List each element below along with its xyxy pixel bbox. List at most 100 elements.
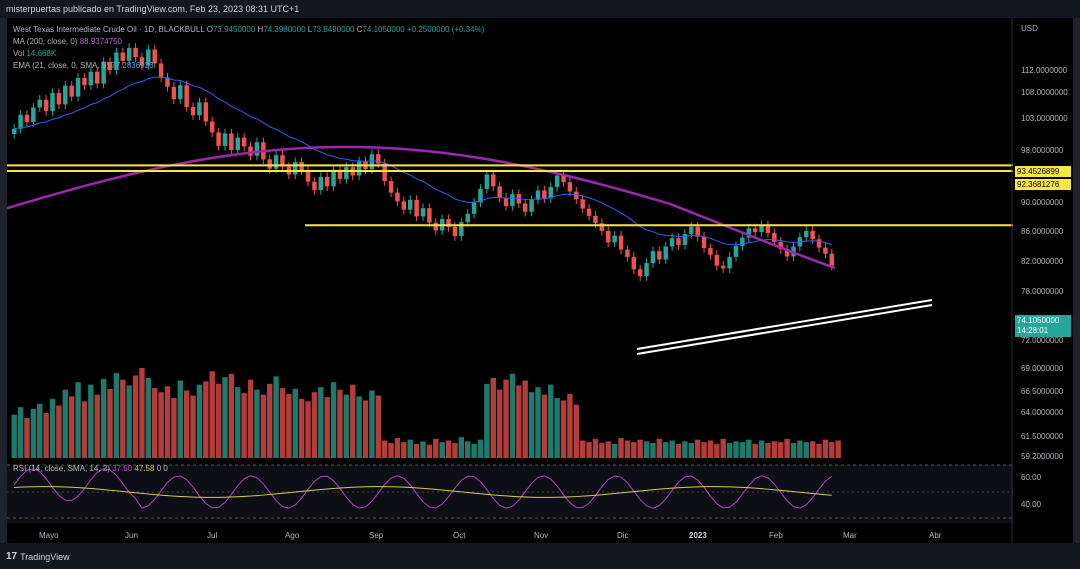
candle-body bbox=[197, 102, 202, 116]
candle-body bbox=[446, 219, 451, 227]
volume-bar bbox=[490, 378, 496, 458]
volume-bar bbox=[215, 383, 222, 458]
candle-body bbox=[612, 235, 617, 243]
candle-body bbox=[452, 226, 458, 237]
candle-body bbox=[305, 170, 311, 182]
volume-bar bbox=[94, 394, 100, 458]
volume-bar bbox=[586, 442, 592, 458]
volume-bar bbox=[714, 443, 720, 458]
volume-bar bbox=[164, 386, 171, 458]
volume-bar bbox=[784, 438, 790, 458]
volume-bar bbox=[171, 398, 177, 458]
volume-bar bbox=[267, 383, 273, 458]
volume-bar bbox=[528, 392, 535, 458]
candle-body bbox=[746, 228, 752, 238]
volume-bar bbox=[637, 439, 643, 458]
volume-bar bbox=[37, 403, 43, 458]
volume-bar bbox=[771, 441, 778, 458]
rsi-pane bbox=[7, 465, 1013, 523]
candle-body bbox=[216, 132, 221, 146]
volume-bar bbox=[458, 437, 465, 458]
price-tick: 59.2000000 bbox=[1021, 452, 1064, 461]
legend-interval: 1D, BLACKBULL bbox=[143, 25, 205, 34]
candle-body bbox=[273, 155, 279, 169]
legend-ma-row: MA (200, close, 0) 88.9374750 bbox=[13, 36, 484, 48]
candle-body bbox=[395, 192, 400, 202]
volume-bar bbox=[292, 388, 298, 458]
candle-body bbox=[829, 253, 835, 266]
candle-body bbox=[248, 146, 253, 156]
candle-body bbox=[293, 161, 298, 175]
volume-bar bbox=[30, 408, 37, 458]
volume-bar bbox=[433, 438, 439, 458]
candle-body bbox=[459, 222, 464, 237]
candle-body bbox=[491, 174, 496, 187]
time-axis[interactable]: Mayo Jun Jul Ago Sep Oct Nov Dic 2023 Feb Mar Abr bbox=[7, 528, 1013, 543]
volume-bar bbox=[273, 376, 279, 458]
volume-bar bbox=[343, 394, 350, 458]
candle-body bbox=[503, 197, 509, 207]
legend-ema-label: EMA (21, close, 0, SMA, 5) bbox=[13, 61, 110, 70]
tradingview-logo[interactable]: 17 TradingView bbox=[6, 551, 70, 562]
legend-high: 74.3980000 bbox=[263, 25, 306, 34]
chart-area[interactable]: West Texas Intermediate Crude Oil · 1D, … bbox=[7, 18, 1073, 543]
legend-c-label: C bbox=[356, 25, 363, 34]
volume-bar bbox=[254, 389, 260, 458]
candle-body bbox=[708, 248, 713, 255]
time-label: 2023 bbox=[689, 531, 707, 540]
volume-bar bbox=[196, 384, 203, 458]
candle-body bbox=[548, 186, 553, 199]
price-chart[interactable] bbox=[7, 18, 1013, 543]
volume-bar bbox=[624, 440, 631, 458]
legend-vol-value: 14.668K bbox=[26, 49, 57, 58]
candle-body bbox=[184, 85, 189, 107]
price-tick: 112.0000000 bbox=[1021, 66, 1068, 75]
candle-body bbox=[171, 86, 177, 100]
legend-open: 73.9450000 bbox=[212, 25, 256, 34]
candle-body bbox=[784, 249, 790, 257]
rsi-ma-value: 47.58 bbox=[134, 464, 155, 473]
volume-bar bbox=[426, 444, 433, 458]
candle-body bbox=[369, 154, 375, 170]
candle-body bbox=[561, 175, 566, 183]
candle-body bbox=[529, 199, 534, 212]
candle-body bbox=[778, 241, 783, 250]
legend-h-label: H bbox=[257, 25, 264, 34]
candle-body bbox=[165, 77, 170, 87]
volume-bar bbox=[120, 379, 126, 458]
volume-bar bbox=[388, 443, 394, 458]
volume-bar bbox=[829, 442, 835, 458]
volume-bar bbox=[24, 418, 30, 458]
legend-o-label: O bbox=[206, 25, 213, 34]
price-tick: 69.0000000 bbox=[1021, 364, 1064, 373]
candle-body bbox=[586, 208, 592, 216]
volume-bar bbox=[579, 440, 586, 458]
time-label: Ago bbox=[285, 531, 300, 540]
volume-bar bbox=[43, 413, 49, 458]
volume-bar bbox=[350, 384, 356, 458]
volume-bar bbox=[675, 443, 682, 458]
candle-body bbox=[56, 92, 62, 105]
price-axis[interactable]: USD 112.0000000 108.0000000 103.0000000 98.… bbox=[1013, 18, 1073, 543]
volume-bar bbox=[356, 396, 362, 458]
candle-body bbox=[720, 265, 726, 269]
candle-body bbox=[120, 52, 126, 61]
volume-bar bbox=[535, 387, 541, 458]
volume-bar bbox=[394, 438, 401, 458]
volume-bar bbox=[318, 387, 324, 458]
volume-bar bbox=[158, 392, 164, 458]
candle-body bbox=[331, 169, 336, 187]
candle-body bbox=[254, 142, 260, 156]
volume-bar bbox=[739, 442, 746, 458]
candle-body bbox=[88, 71, 94, 86]
candle-body bbox=[43, 99, 49, 112]
last-price-tag: 74.1050000 14:28:01 bbox=[1015, 315, 1071, 337]
volume-bar bbox=[228, 373, 235, 458]
candle-body bbox=[574, 191, 579, 200]
time-label: Nov bbox=[534, 531, 549, 540]
volume-bar bbox=[56, 405, 62, 458]
volume-bar bbox=[298, 398, 305, 458]
volume-bar bbox=[407, 439, 413, 458]
time-label: Abr bbox=[929, 531, 942, 540]
volume-bar bbox=[471, 443, 477, 458]
